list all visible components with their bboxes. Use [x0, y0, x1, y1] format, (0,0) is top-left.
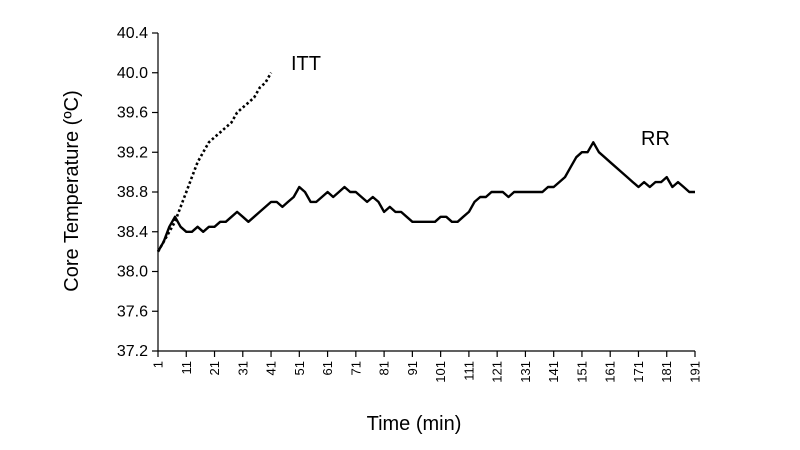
- x-tick-label: 31: [235, 361, 250, 375]
- x-tick-label: 41: [264, 361, 279, 375]
- series-label-rr: RR: [641, 128, 670, 150]
- x-axis-title: Time (min): [367, 413, 462, 435]
- x-tick-label: 101: [433, 361, 448, 383]
- y-tick-label: 38.0: [117, 264, 148, 281]
- x-tick-label: 131: [518, 361, 533, 383]
- x-tick-label: 161: [603, 361, 618, 383]
- x-tick-label: 151: [574, 361, 589, 383]
- y-tick-label: 38.8: [117, 184, 148, 201]
- y-tick-label: 38.4: [117, 224, 148, 241]
- y-tick-label: 40.4: [117, 25, 148, 42]
- x-tick-label: 61: [320, 361, 335, 375]
- axes: [157, 33, 695, 352]
- y-tick-label: 37.6: [117, 303, 148, 320]
- x-tick-label: 111: [461, 361, 476, 381]
- series-label-itt: ITT: [291, 53, 321, 75]
- x-tick-label: 21: [207, 361, 222, 375]
- x-tick-label: 181: [659, 361, 674, 383]
- y-tick-label: 37.2: [117, 343, 148, 360]
- x-tick-label: 171: [631, 361, 646, 383]
- y-axis-title: Core Temperature (ºC): [61, 90, 83, 291]
- x-tick-label: 121: [490, 361, 505, 383]
- y-axis-ticks: 37.2 37.6 38.0 38.4 38.8 39.2 39.6 40.0 40.4: [117, 25, 158, 360]
- series-line-rr: [156, 141, 695, 253]
- x-tick-label: 141: [546, 361, 561, 383]
- y-tick-label: 40.0: [117, 65, 148, 82]
- x-tick-label: 191: [688, 361, 703, 383]
- x-tick-label: 91: [405, 361, 420, 375]
- series-lines: [156, 72, 695, 253]
- x-tick-label: 71: [348, 361, 363, 375]
- y-tick-label: 39.2: [117, 144, 148, 161]
- x-tick-label: 51: [292, 361, 307, 375]
- y-tick-label: 39.6: [117, 105, 148, 122]
- series-line-itt: [156, 72, 273, 253]
- x-tick-label: 11: [179, 361, 194, 375]
- x-axis-ticks: 1 11 21 31 41 51 61 71 81 91 101 111 121 131 141 151 161…: [151, 351, 703, 383]
- x-tick-label: 81: [377, 361, 392, 375]
- x-tick-label: 1: [151, 361, 166, 368]
